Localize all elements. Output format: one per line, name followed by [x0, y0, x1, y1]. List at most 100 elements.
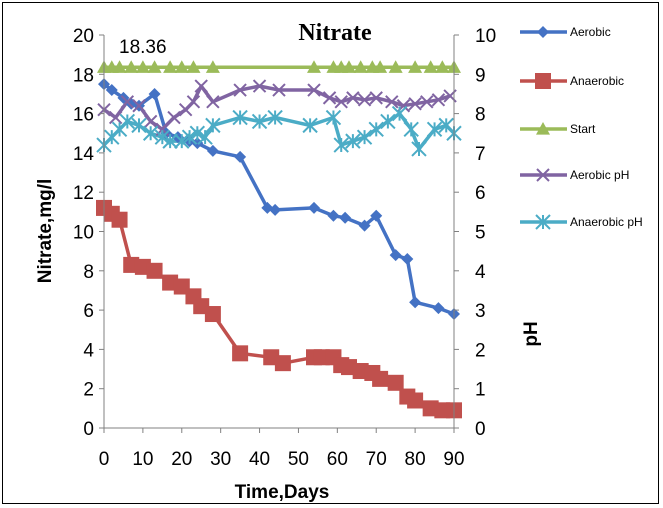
x-tick-label: 60 — [327, 449, 348, 470]
y-tick-label: 16 — [73, 105, 94, 126]
series-markers — [96, 60, 462, 419]
y2-tick-label: 10 — [475, 26, 496, 47]
aerobic-legend-marker — [537, 26, 549, 38]
start-point — [112, 60, 127, 73]
aerobic-point — [148, 87, 161, 100]
anaerobic-point — [407, 392, 424, 409]
start-point — [408, 60, 423, 73]
anaerobic-point — [387, 374, 404, 391]
aerobic-point — [206, 144, 219, 157]
y-tick-label: 0 — [83, 419, 94, 440]
aerobic-ph-point — [132, 99, 146, 113]
anaerobic-ph-point — [325, 109, 342, 126]
start-point — [435, 60, 450, 73]
aerobic-ph-point — [120, 95, 135, 109]
start-point — [205, 60, 220, 73]
aerobic-ph-point — [252, 79, 267, 93]
y2-tick-label: 1 — [475, 380, 486, 401]
aerobic-ph-point — [322, 91, 337, 105]
x-axis-title: Time,Days — [235, 482, 330, 503]
start-legend-label: Start — [570, 122, 596, 136]
anaerobic-legend-label: Anaerobic — [570, 74, 624, 88]
x-tick-label: 30 — [210, 449, 231, 470]
start-point — [186, 60, 201, 73]
anaerobic-ph-point — [162, 133, 178, 149]
aerobic-point — [308, 201, 320, 214]
aerobic-ph-point — [346, 91, 360, 105]
start-point — [174, 60, 189, 73]
y-tick-label: 14 — [73, 144, 95, 165]
start-value-annotation: 18.36 — [119, 37, 167, 58]
anaerobic-ph-legend-label: Anaerobic pH — [570, 215, 643, 229]
aerobic-ph-point — [272, 83, 286, 97]
y2-tick-label: 5 — [475, 223, 486, 244]
y-tick-label: 4 — [83, 340, 94, 361]
aerobic-point — [370, 209, 383, 222]
anaerobic-ph-point — [368, 121, 384, 138]
start-point — [307, 60, 321, 73]
aerobic-point — [269, 203, 282, 216]
x-tick-label: 80 — [405, 449, 426, 470]
anaerobic-point — [232, 345, 249, 362]
aerobic-ph-legend-label: Aerobic pH — [570, 168, 629, 182]
start-point — [135, 60, 150, 73]
anaerobic-ph-point — [380, 113, 396, 130]
start-legend-marker — [536, 122, 550, 135]
aerobic-ph-point — [233, 83, 247, 97]
aerobic-ph-point — [431, 93, 446, 107]
anaerobic-point — [204, 306, 221, 323]
x-tick-label: 90 — [443, 449, 464, 470]
anaerobic-point — [372, 370, 389, 387]
anaerobic-legend-marker — [535, 73, 551, 89]
aerobic-point — [409, 296, 422, 309]
anaerobic-ph-point — [411, 141, 427, 157]
anaerobic-ph-point — [181, 129, 198, 145]
anaerobic-point — [274, 355, 291, 372]
anaerobic-ph-point — [356, 129, 373, 145]
aerobic-point — [327, 209, 340, 222]
y2-tick-label: 2 — [475, 340, 486, 361]
y-axis-title: Nitrate,mg/l — [35, 179, 56, 284]
x-tick-label: 10 — [132, 449, 153, 470]
y2-tick-label: 7 — [475, 144, 486, 165]
aerobic-ph-point — [369, 91, 383, 105]
chart-title: Nitrate — [298, 20, 372, 46]
anaerobic-ph-point — [197, 129, 213, 145]
aerobic-ph-point — [186, 95, 201, 109]
aerobic-ph-point — [385, 95, 399, 109]
anaerobic-ph-point — [142, 125, 159, 141]
y-tick-label: 2 — [83, 380, 94, 401]
y-tick-label: 12 — [73, 183, 94, 204]
anaerobic-ph-point — [391, 105, 408, 122]
anaerobic-ph-point — [251, 113, 268, 130]
anaerobic-ph-point — [345, 133, 361, 149]
y-tick-label: 18 — [73, 65, 94, 86]
y2-tick-label: 0 — [475, 419, 486, 440]
aerobic-point — [358, 219, 371, 232]
anaerobic-ph-legend-marker — [535, 214, 551, 230]
aerobic-point — [401, 253, 414, 266]
anaerobic-ph-point — [302, 117, 318, 134]
legend: Aerobic Anaerobic Start Aerobic pH Anaerobic… — [520, 25, 643, 230]
anaerobic-ph-point — [174, 133, 190, 149]
aerobic-ph-point — [408, 97, 422, 111]
y2-tick-label: 6 — [475, 183, 486, 204]
aerobic-ph-point — [307, 83, 321, 97]
y2-axis-title: pH — [521, 321, 542, 346]
anaerobic-point — [146, 262, 163, 279]
start-point — [388, 60, 403, 73]
aerobic-ph-legend-marker — [536, 168, 550, 182]
aerobic-ph-point — [357, 93, 372, 107]
start-point — [353, 60, 368, 73]
aerobic-ph-point — [334, 95, 348, 109]
x-tick-label: 20 — [171, 449, 192, 470]
aerobic-ph-point — [420, 95, 434, 109]
y-tick-label: 10 — [73, 223, 94, 244]
aerobic-point — [389, 249, 402, 262]
aerobic-point — [234, 150, 247, 163]
y2-tick-label: 4 — [475, 262, 486, 283]
anaerobic-point — [111, 211, 128, 228]
anaerobic-ph-point — [205, 117, 221, 134]
